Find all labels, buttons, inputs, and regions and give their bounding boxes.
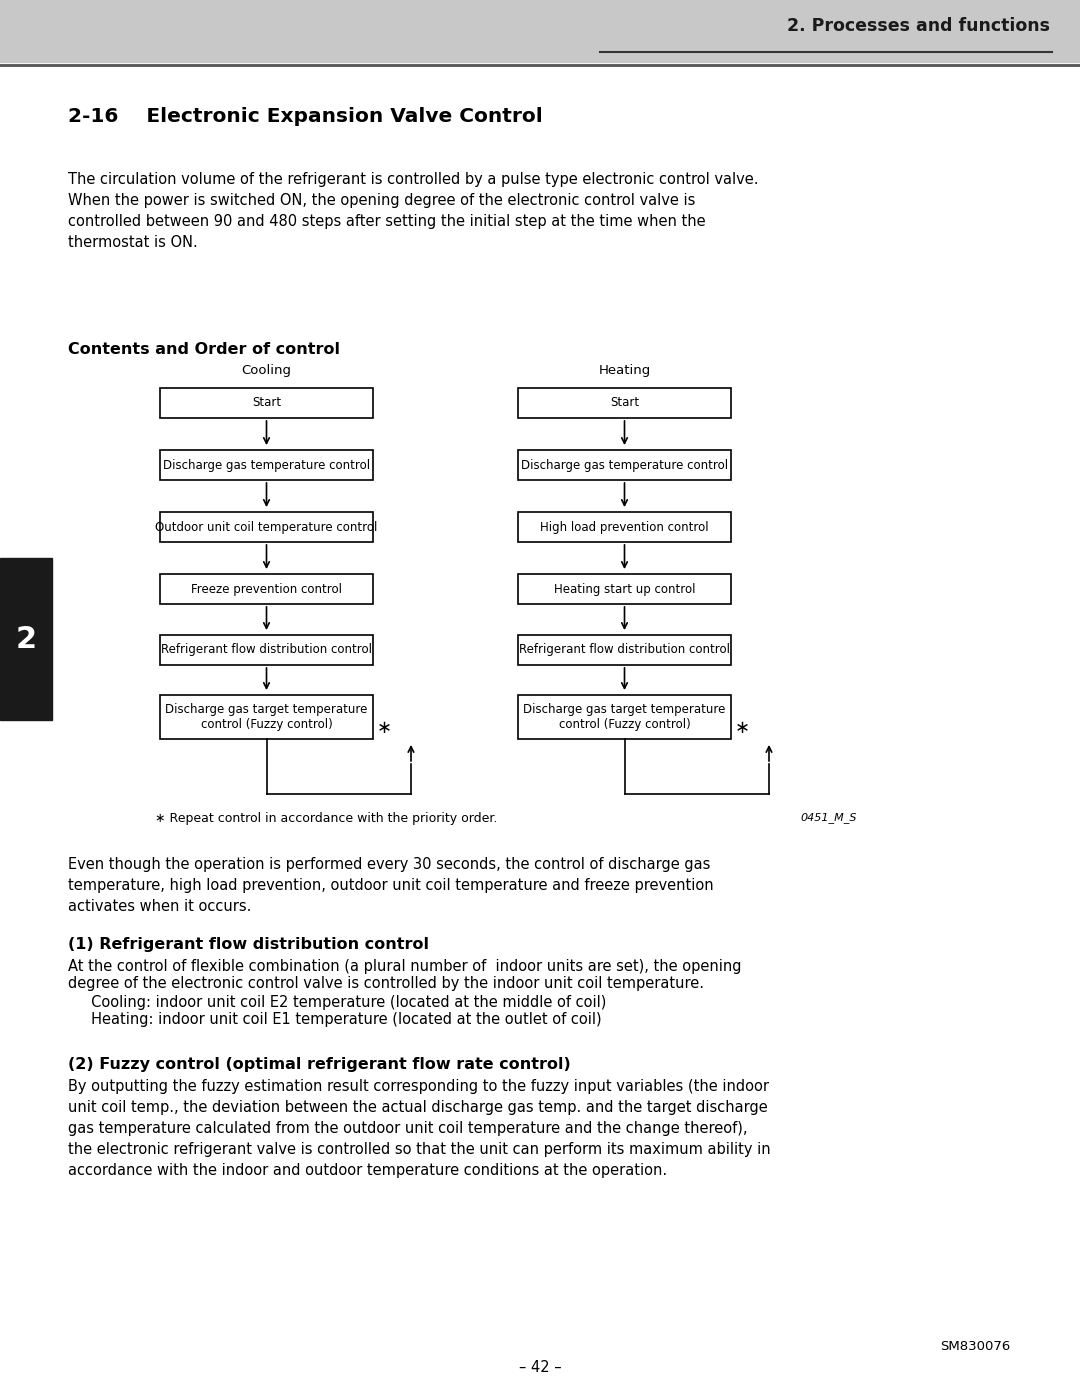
Bar: [160, 636, 373, 665]
Text: Discharge gas target temperature
control (Fuzzy control): Discharge gas target temperature control…: [524, 703, 726, 731]
Text: Heating start up control: Heating start up control: [554, 583, 696, 595]
Bar: [518, 636, 731, 665]
Text: Outdoor unit coil temperature control: Outdoor unit coil temperature control: [156, 521, 378, 534]
Text: (2) Fuzzy control (optimal refrigerant flow rate control): (2) Fuzzy control (optimal refrigerant f…: [68, 1058, 570, 1071]
Text: (1) Refrigerant flow distribution control: (1) Refrigerant flow distribution contro…: [68, 937, 429, 951]
Text: Cooling: Cooling: [242, 365, 292, 377]
Bar: [518, 574, 731, 604]
Text: Heating: Heating: [598, 365, 650, 377]
Text: 2. Processes and functions: 2. Processes and functions: [787, 17, 1050, 35]
Bar: [160, 511, 373, 542]
Text: High load prevention control: High load prevention control: [540, 521, 708, 534]
Text: 0451_M_S: 0451_M_S: [800, 812, 856, 823]
Text: degree of the electronic control valve is controlled by the indoor unit coil tem: degree of the electronic control valve i…: [68, 977, 704, 990]
Text: The circulation volume of the refrigerant is controlled by a pulse type electron: The circulation volume of the refrigeran…: [68, 172, 758, 250]
Text: Discharge gas target temperature
control (Fuzzy control): Discharge gas target temperature control…: [165, 703, 367, 731]
Text: – 42 –: – 42 –: [518, 1359, 562, 1375]
Text: By outputting the fuzzy estimation result corresponding to the fuzzy input varia: By outputting the fuzzy estimation resul…: [68, 1078, 771, 1178]
Text: Discharge gas temperature control: Discharge gas temperature control: [163, 458, 370, 472]
Text: SM830076: SM830076: [940, 1341, 1010, 1354]
Bar: [518, 388, 731, 418]
Text: Discharge gas temperature control: Discharge gas temperature control: [521, 458, 728, 472]
Text: At the control of flexible combination (a plural number of  indoor units are set: At the control of flexible combination (…: [68, 958, 742, 974]
Text: 2-16    Electronic Expansion Valve Control: 2-16 Electronic Expansion Valve Control: [68, 108, 543, 127]
Text: Refrigerant flow distribution control: Refrigerant flow distribution control: [519, 644, 730, 657]
Text: Freeze prevention control: Freeze prevention control: [191, 583, 342, 595]
Bar: [0, 557, 52, 719]
Bar: [518, 511, 731, 542]
Bar: [160, 574, 373, 604]
Text: Contents and Order of control: Contents and Order of control: [68, 342, 340, 358]
Text: Start: Start: [252, 397, 281, 409]
Bar: [160, 388, 373, 418]
Text: ∗ Repeat control in accordance with the priority order.: ∗ Repeat control in accordance with the …: [156, 812, 498, 826]
Bar: [518, 694, 731, 739]
Bar: [160, 694, 373, 739]
Text: Start: Start: [610, 397, 639, 409]
Text: Cooling: indoor unit coil E2 temperature (located at the middle of coil): Cooling: indoor unit coil E2 temperature…: [68, 995, 606, 1010]
Bar: [160, 450, 373, 481]
Bar: [0, 0, 1080, 61]
Text: Heating: indoor unit coil E1 temperature (located at the outlet of coil): Heating: indoor unit coil E1 temperature…: [68, 1011, 602, 1027]
Text: Even though the operation is performed every 30 seconds, the control of discharg: Even though the operation is performed e…: [68, 856, 714, 914]
Text: Refrigerant flow distribution control: Refrigerant flow distribution control: [161, 644, 372, 657]
Text: 2: 2: [15, 624, 37, 654]
Text: ∗: ∗: [377, 719, 392, 738]
Bar: [518, 450, 731, 481]
Text: ∗: ∗: [735, 719, 751, 738]
